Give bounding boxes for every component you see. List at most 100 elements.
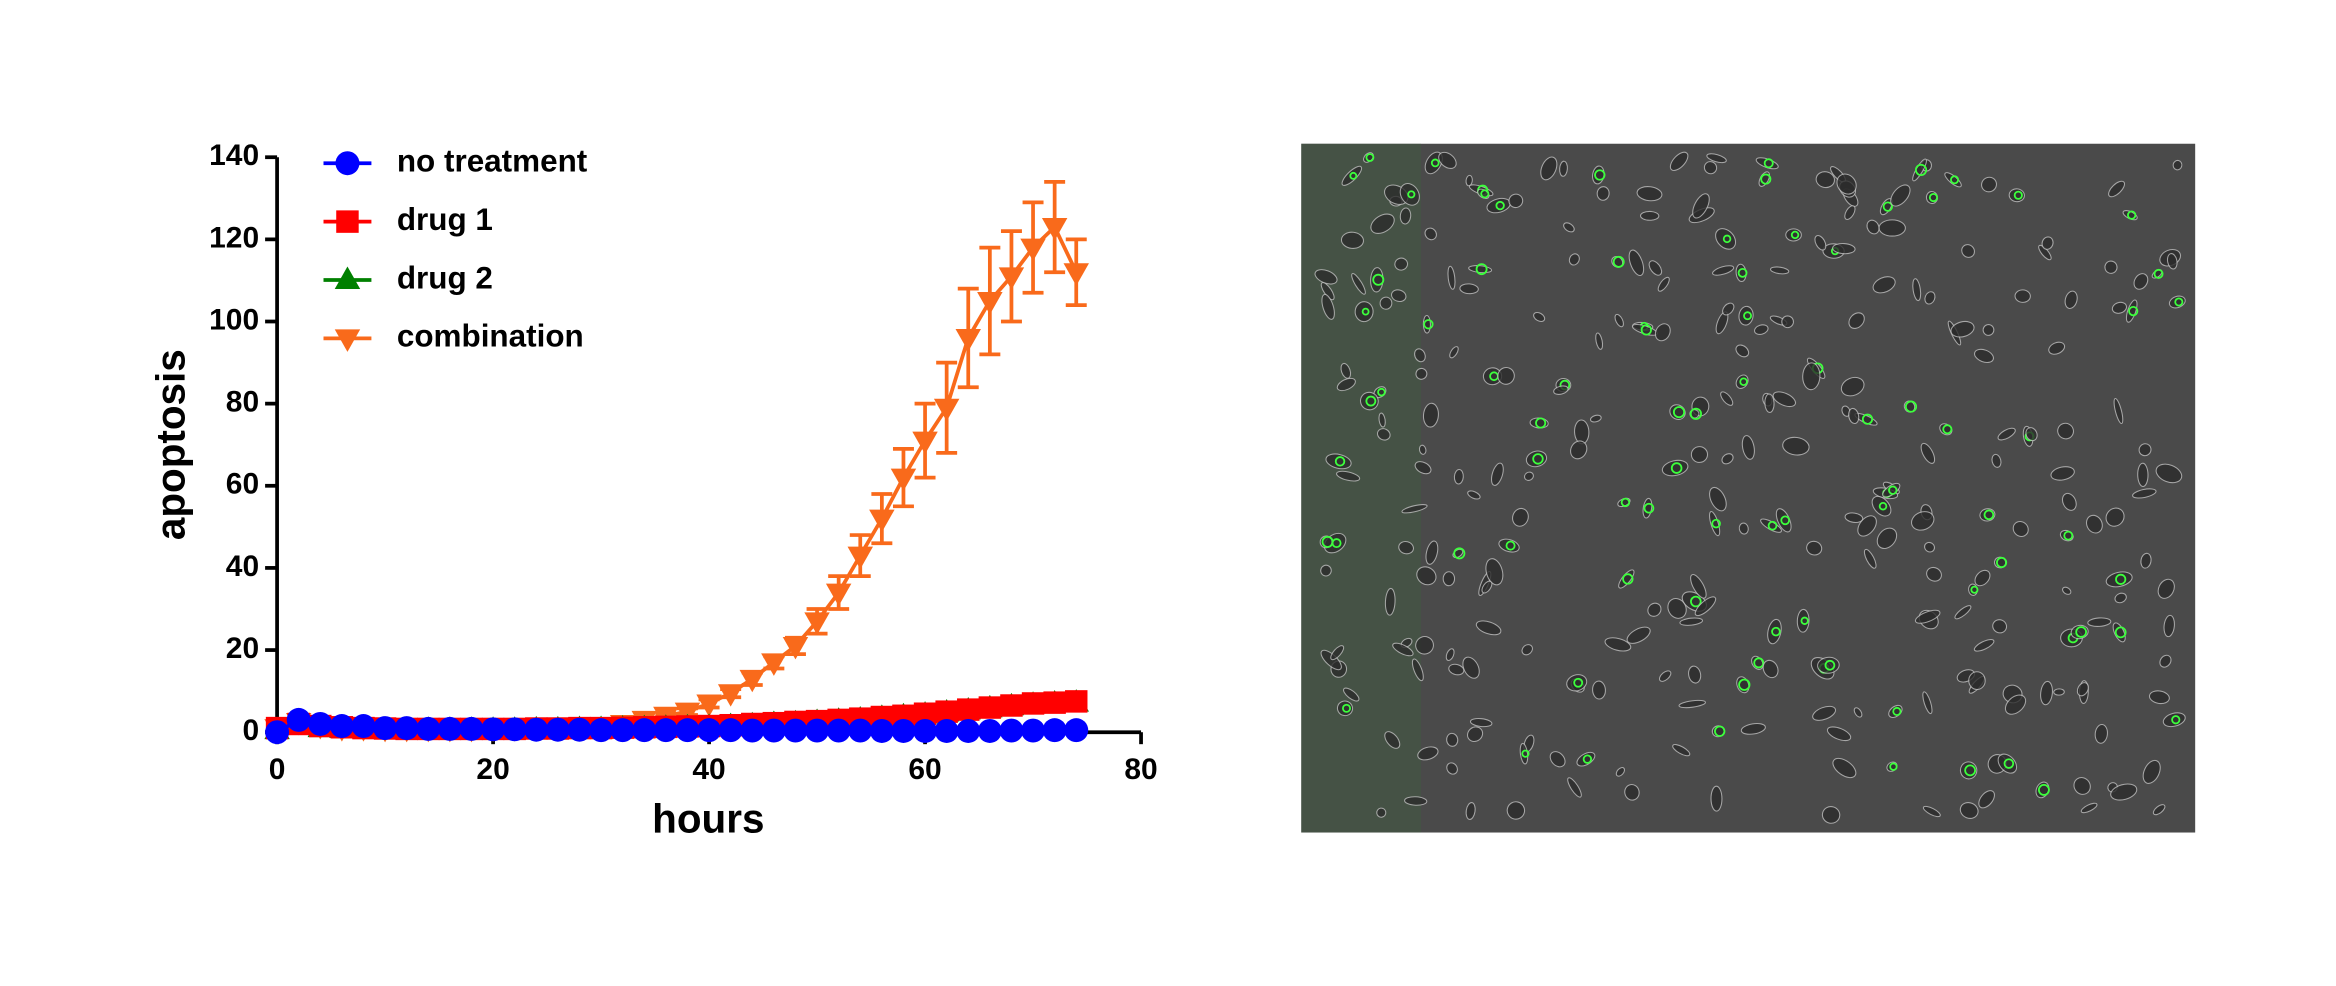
cell xyxy=(1781,315,1794,329)
fluorescent-spot xyxy=(2115,573,2127,585)
cell xyxy=(2111,301,2128,314)
cell xyxy=(1343,687,1360,702)
cell xyxy=(1912,278,1922,302)
cell xyxy=(1320,564,1332,577)
data-point xyxy=(437,716,462,741)
cell xyxy=(1840,376,1865,397)
cell xyxy=(2025,427,2038,442)
cell xyxy=(1448,663,1465,676)
cell xyxy=(1679,617,1704,626)
fluorescent-spot xyxy=(1505,540,1516,551)
legend-label: drug 2 xyxy=(397,260,493,295)
fluorescent-spot xyxy=(1690,595,1702,608)
data-point xyxy=(394,716,419,741)
cell xyxy=(1815,171,1836,189)
data-point xyxy=(782,636,809,660)
cell xyxy=(1390,289,1407,303)
cell xyxy=(2163,614,2175,638)
cell xyxy=(1596,186,1610,201)
fluorescent-spot xyxy=(1763,158,1774,169)
cell xyxy=(1712,265,1735,276)
data-point xyxy=(502,717,527,742)
data-point xyxy=(783,718,808,743)
cell xyxy=(1678,699,1706,709)
cell xyxy=(1703,161,1718,175)
cell xyxy=(1466,726,1484,743)
x-tick-label: 0 xyxy=(269,753,286,786)
cell xyxy=(1549,751,1566,768)
fluorescent-spot xyxy=(1771,626,1781,637)
data-point xyxy=(934,718,959,743)
cell xyxy=(1657,276,1670,292)
cell xyxy=(1398,540,1414,555)
fluorescent-spot xyxy=(1573,677,1584,688)
fluorescent-spot xyxy=(1594,169,1606,181)
cell xyxy=(1566,674,1588,692)
x-tick-label: 40 xyxy=(692,753,725,786)
y-tick-label: 40 xyxy=(226,550,259,583)
data-point xyxy=(957,698,980,721)
data-point xyxy=(1064,718,1089,743)
cell xyxy=(1922,691,1933,715)
cell xyxy=(1453,468,1464,485)
cell xyxy=(1416,566,1437,586)
legend-marker xyxy=(336,210,359,233)
data-point xyxy=(481,717,506,742)
cell xyxy=(1378,412,1386,428)
cell xyxy=(1490,462,1504,486)
cell xyxy=(1533,311,1546,323)
cell xyxy=(2105,571,2133,588)
cell xyxy=(1751,655,1764,670)
x-axis-title: hours xyxy=(652,796,764,842)
cell xyxy=(1832,757,1857,779)
cell xyxy=(1559,160,1568,177)
fluorescent-spot xyxy=(1996,556,2008,569)
fluorescent-spot xyxy=(1342,703,1351,713)
cell xyxy=(2125,299,2138,323)
cell xyxy=(1772,391,1797,408)
fluorescent-spot xyxy=(1334,456,1346,467)
cell xyxy=(1519,742,1529,765)
data-point xyxy=(933,398,960,422)
y-tick-label: 60 xyxy=(226,468,259,501)
data-point xyxy=(977,718,1002,743)
cell xyxy=(1968,671,1986,691)
data-point xyxy=(804,612,830,635)
cell xyxy=(1821,806,1841,824)
fluorescent-spot xyxy=(1365,153,1375,162)
x-tick-label: 60 xyxy=(908,753,941,786)
cells xyxy=(1314,151,2186,824)
cell xyxy=(1614,313,1624,328)
cell xyxy=(1857,515,1877,537)
cell xyxy=(1741,435,1755,460)
cell xyxy=(1914,609,1941,624)
cell xyxy=(2137,462,2149,488)
cell xyxy=(2133,273,2149,290)
cell xyxy=(1878,219,1906,237)
cell xyxy=(1848,407,1860,425)
fluorescent-spot xyxy=(1889,762,1898,771)
cell xyxy=(1648,260,1663,276)
data-point xyxy=(826,718,851,743)
cell xyxy=(1351,272,1366,295)
data-point xyxy=(524,717,549,742)
cell xyxy=(2040,680,2053,706)
fluorescent-spot xyxy=(1321,535,1334,548)
micrograph-edge xyxy=(1301,143,1422,833)
legend-label: drug 1 xyxy=(397,202,493,237)
cell xyxy=(1647,602,1662,617)
y-tick-label: 140 xyxy=(209,139,259,172)
cell xyxy=(1796,608,1810,633)
cell xyxy=(1497,366,1515,385)
cell xyxy=(1690,446,1709,463)
cell xyxy=(1738,522,1749,535)
cell xyxy=(1465,802,1476,820)
cell xyxy=(1872,276,1896,294)
cell xyxy=(2057,422,2074,440)
fluorescent-spot xyxy=(1377,387,1386,397)
cell xyxy=(1740,722,1766,735)
cell xyxy=(2142,759,2161,784)
cell xyxy=(1767,618,1782,645)
fluorescent-spot xyxy=(1970,585,1979,594)
cell xyxy=(1812,705,1837,721)
